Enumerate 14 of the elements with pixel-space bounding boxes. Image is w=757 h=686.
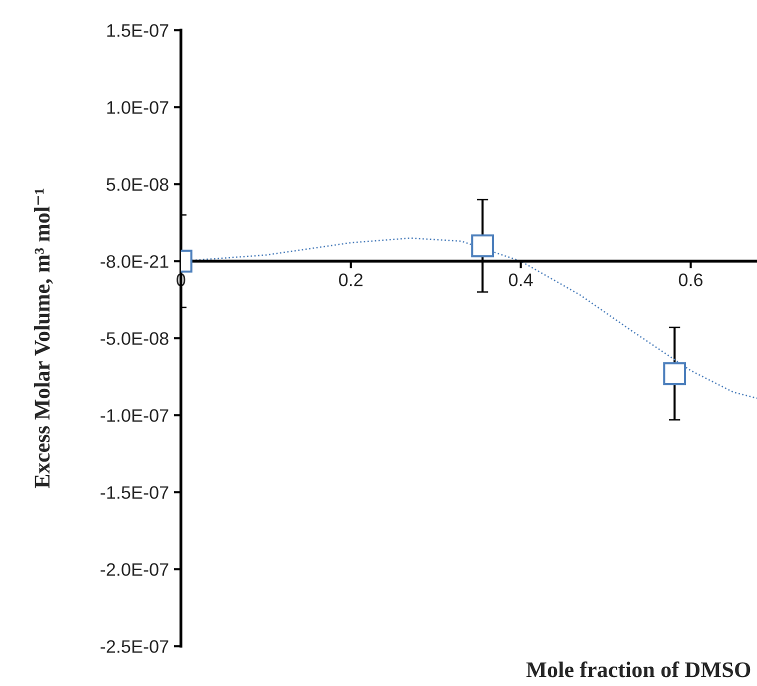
y-tick-label: 1.0E-07 xyxy=(107,101,168,114)
x-axis-title: Mole fraction of DMSO xyxy=(526,661,750,678)
x-tick-label: 0.2 xyxy=(339,273,362,286)
y-tick-label: 5.0E-08 xyxy=(106,178,168,191)
y-tick-label: -8.0E-21 xyxy=(100,255,168,268)
y-tick-label: -1.5E-07 xyxy=(100,486,168,499)
y-tick-label: 1.5E-07 xyxy=(107,24,168,37)
y-tick-label: -1.0E-07 xyxy=(100,409,168,422)
x-tick-label: 0.4 xyxy=(508,273,533,286)
y-tick-label: -2.0E-07 xyxy=(100,563,168,576)
y-tick-label: -5.0E-08 xyxy=(100,332,168,345)
x-tick-label: 0.6 xyxy=(678,273,702,286)
y-axis-title: Excess Molar Volume, m³ mol⁻¹ xyxy=(34,188,53,488)
y-tick-label: -2.5E-07 xyxy=(100,640,168,653)
